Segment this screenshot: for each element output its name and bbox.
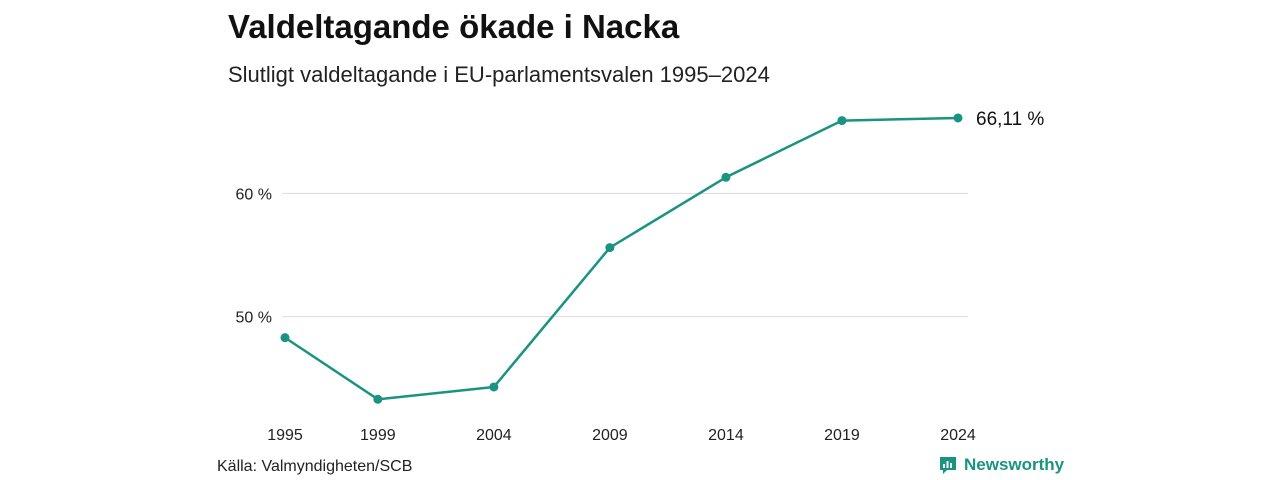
x-axis-ticks: 1995 1999 2004 2009 2014 2019 2024	[267, 427, 976, 444]
data-point-2024	[953, 113, 963, 123]
x-tick-label: 2014	[708, 427, 744, 444]
data-point-1999	[373, 394, 383, 404]
data-point-2004	[489, 382, 499, 392]
x-tick-label: 2019	[824, 427, 860, 444]
x-tick-label: 1995	[267, 427, 303, 444]
series-points	[280, 113, 963, 404]
data-point-1995	[280, 333, 290, 343]
series-path	[284, 116, 959, 401]
data-point-2014	[721, 172, 731, 182]
brand-name: Newsworthy	[964, 455, 1065, 474]
x-tick-label: 2024	[940, 427, 976, 444]
data-labels: 66,11 %	[976, 109, 1044, 130]
source-note: Källa: Valmyndigheten/SCB	[217, 458, 413, 475]
y-tick-label: 50 %	[236, 310, 272, 327]
chart-title: Valdeltagande ökade i Nacka	[228, 8, 680, 45]
data-point-2019	[837, 116, 847, 126]
chart-subtitle: Slutligt valdeltagande i EU-parlamentsva…	[228, 62, 770, 87]
newsworthy-logo-icon	[940, 457, 956, 474]
grid-lines	[282, 192, 968, 318]
end-value-label: 66,11 %	[976, 109, 1044, 130]
y-axis-ticks: 50 % 60 %	[236, 186, 272, 326]
y-tick-label: 60 %	[236, 186, 272, 203]
data-point-2009	[605, 243, 615, 253]
x-tick-label: 2009	[592, 427, 628, 444]
x-tick-label: 2004	[476, 427, 512, 444]
series-line	[284, 116, 959, 401]
brand-logo: Newsworthy	[938, 455, 1064, 475]
x-tick-label: 1999	[360, 427, 396, 444]
